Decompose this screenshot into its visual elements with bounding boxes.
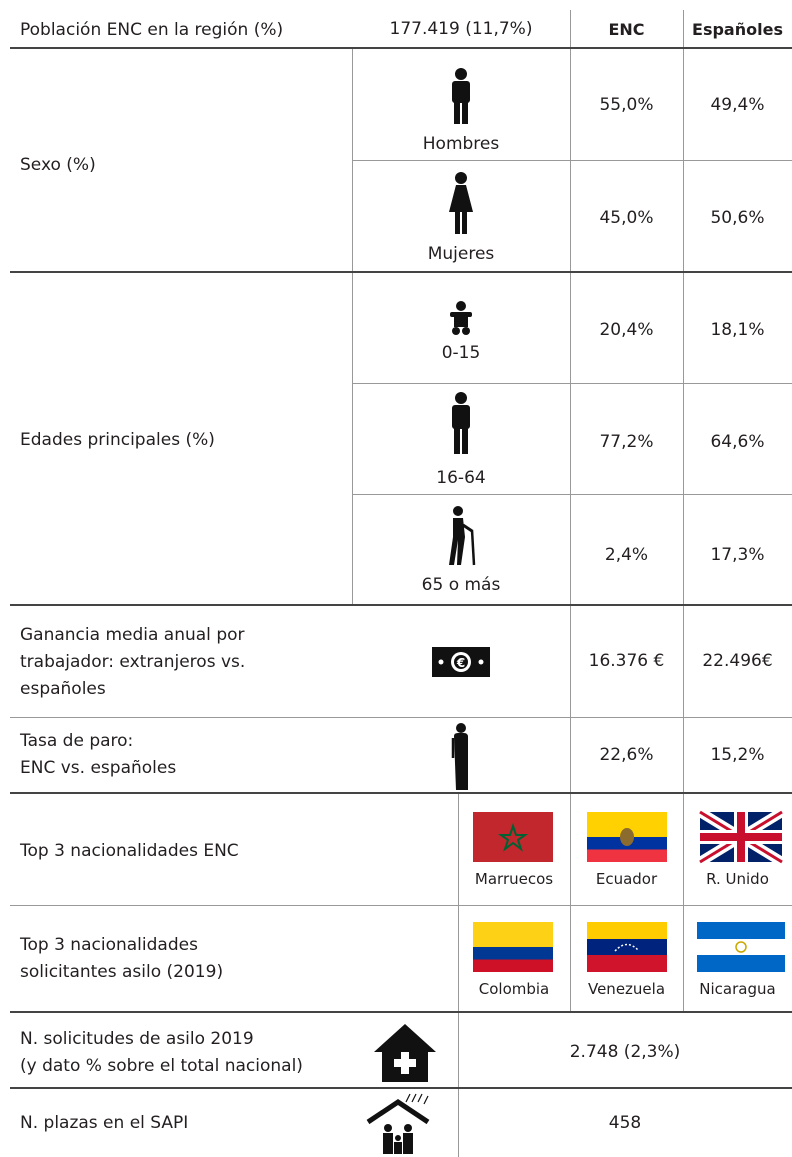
country-label: Venezuela <box>587 980 666 998</box>
flag-venezuela <box>587 922 667 972</box>
header-value: 177.419 (11,7%) <box>389 19 533 39</box>
value-esp: 22.496€ <box>702 651 773 671</box>
value-esp: 49,4% <box>710 95 765 115</box>
flag-nicaragua <box>697 922 785 972</box>
value-enc: 45,0% <box>599 208 654 228</box>
value: 458 <box>608 1113 642 1133</box>
unemployed-icon <box>451 723 468 790</box>
adult-icon <box>452 392 470 454</box>
row-line <box>352 494 792 495</box>
country-label: Colombia <box>478 980 550 998</box>
flag-colombia <box>473 922 553 972</box>
country-label: Marruecos <box>474 870 554 888</box>
row-line <box>10 905 792 906</box>
row-label: N. solicitudes de asilo 2019 (y dato % s… <box>20 1029 303 1076</box>
svg-text:€: € <box>456 656 465 670</box>
money-icon: € <box>432 647 490 677</box>
value-esp: 18,1% <box>710 320 765 340</box>
flag-ecuador <box>587 812 667 862</box>
column-header: ENC <box>608 19 645 39</box>
country-label: Nicaragua <box>699 980 776 998</box>
section-line <box>10 1087 792 1089</box>
section-line <box>10 271 792 273</box>
row-sublabel: 0-15 <box>441 343 481 363</box>
column-line <box>352 48 353 605</box>
value-enc: 2,4% <box>604 545 649 565</box>
row-sublabel: Mujeres <box>427 244 495 264</box>
value-esp: 15,2% <box>710 745 765 765</box>
row-label: Tasa de paro: ENC vs. españoles <box>20 731 177 778</box>
flag-uk <box>697 807 785 867</box>
row-sublabel: 16-64 <box>436 468 486 488</box>
value: 2.748 (2,3%) <box>569 1042 681 1062</box>
value-enc: 16.376 € <box>588 651 665 671</box>
house-icon <box>374 1024 436 1082</box>
row-label: Ganancia media anual por trabajador: ext… <box>20 625 246 699</box>
row-label: Top 3 nacionalidades ENC <box>20 841 239 861</box>
country-label: Ecuador <box>595 870 658 888</box>
column-line <box>570 10 571 1012</box>
value-esp: 50,6% <box>710 208 765 228</box>
value-enc: 55,0% <box>599 95 654 115</box>
column-line <box>683 10 684 1012</box>
section-line <box>10 1011 792 1013</box>
row-line <box>352 383 792 384</box>
header-label: Población ENC en la región (%) <box>20 20 284 40</box>
value-esp: 64,6% <box>710 432 765 452</box>
value-enc: 20,4% <box>599 320 654 340</box>
flag-morocco <box>473 812 553 862</box>
section-line <box>10 792 792 794</box>
section-line <box>10 604 792 606</box>
row-label: Edades principales (%) <box>20 430 215 450</box>
woman-icon <box>449 172 473 234</box>
elder-icon <box>449 506 476 566</box>
man-icon <box>452 68 470 124</box>
value-enc: 22,6% <box>599 745 654 765</box>
column-header: Españoles <box>692 19 783 39</box>
row-label: Sexo (%) <box>20 155 96 175</box>
row-line <box>10 717 792 718</box>
country-label: R. Unido <box>706 870 769 888</box>
row-sublabel: Hombres <box>422 134 500 154</box>
section-line <box>10 47 792 49</box>
row-sublabel: 65 o más <box>421 575 501 595</box>
row-label: Top 3 nacionalidades solicitantes asilo … <box>20 935 224 982</box>
value-esp: 17,3% <box>710 545 765 565</box>
column-line <box>458 793 459 1157</box>
value-enc: 77,2% <box>599 432 654 452</box>
baby-icon <box>450 301 472 335</box>
row-label: N. plazas en el SAPI <box>20 1113 189 1133</box>
row-line <box>352 160 792 161</box>
shelter-icon <box>366 1093 430 1154</box>
